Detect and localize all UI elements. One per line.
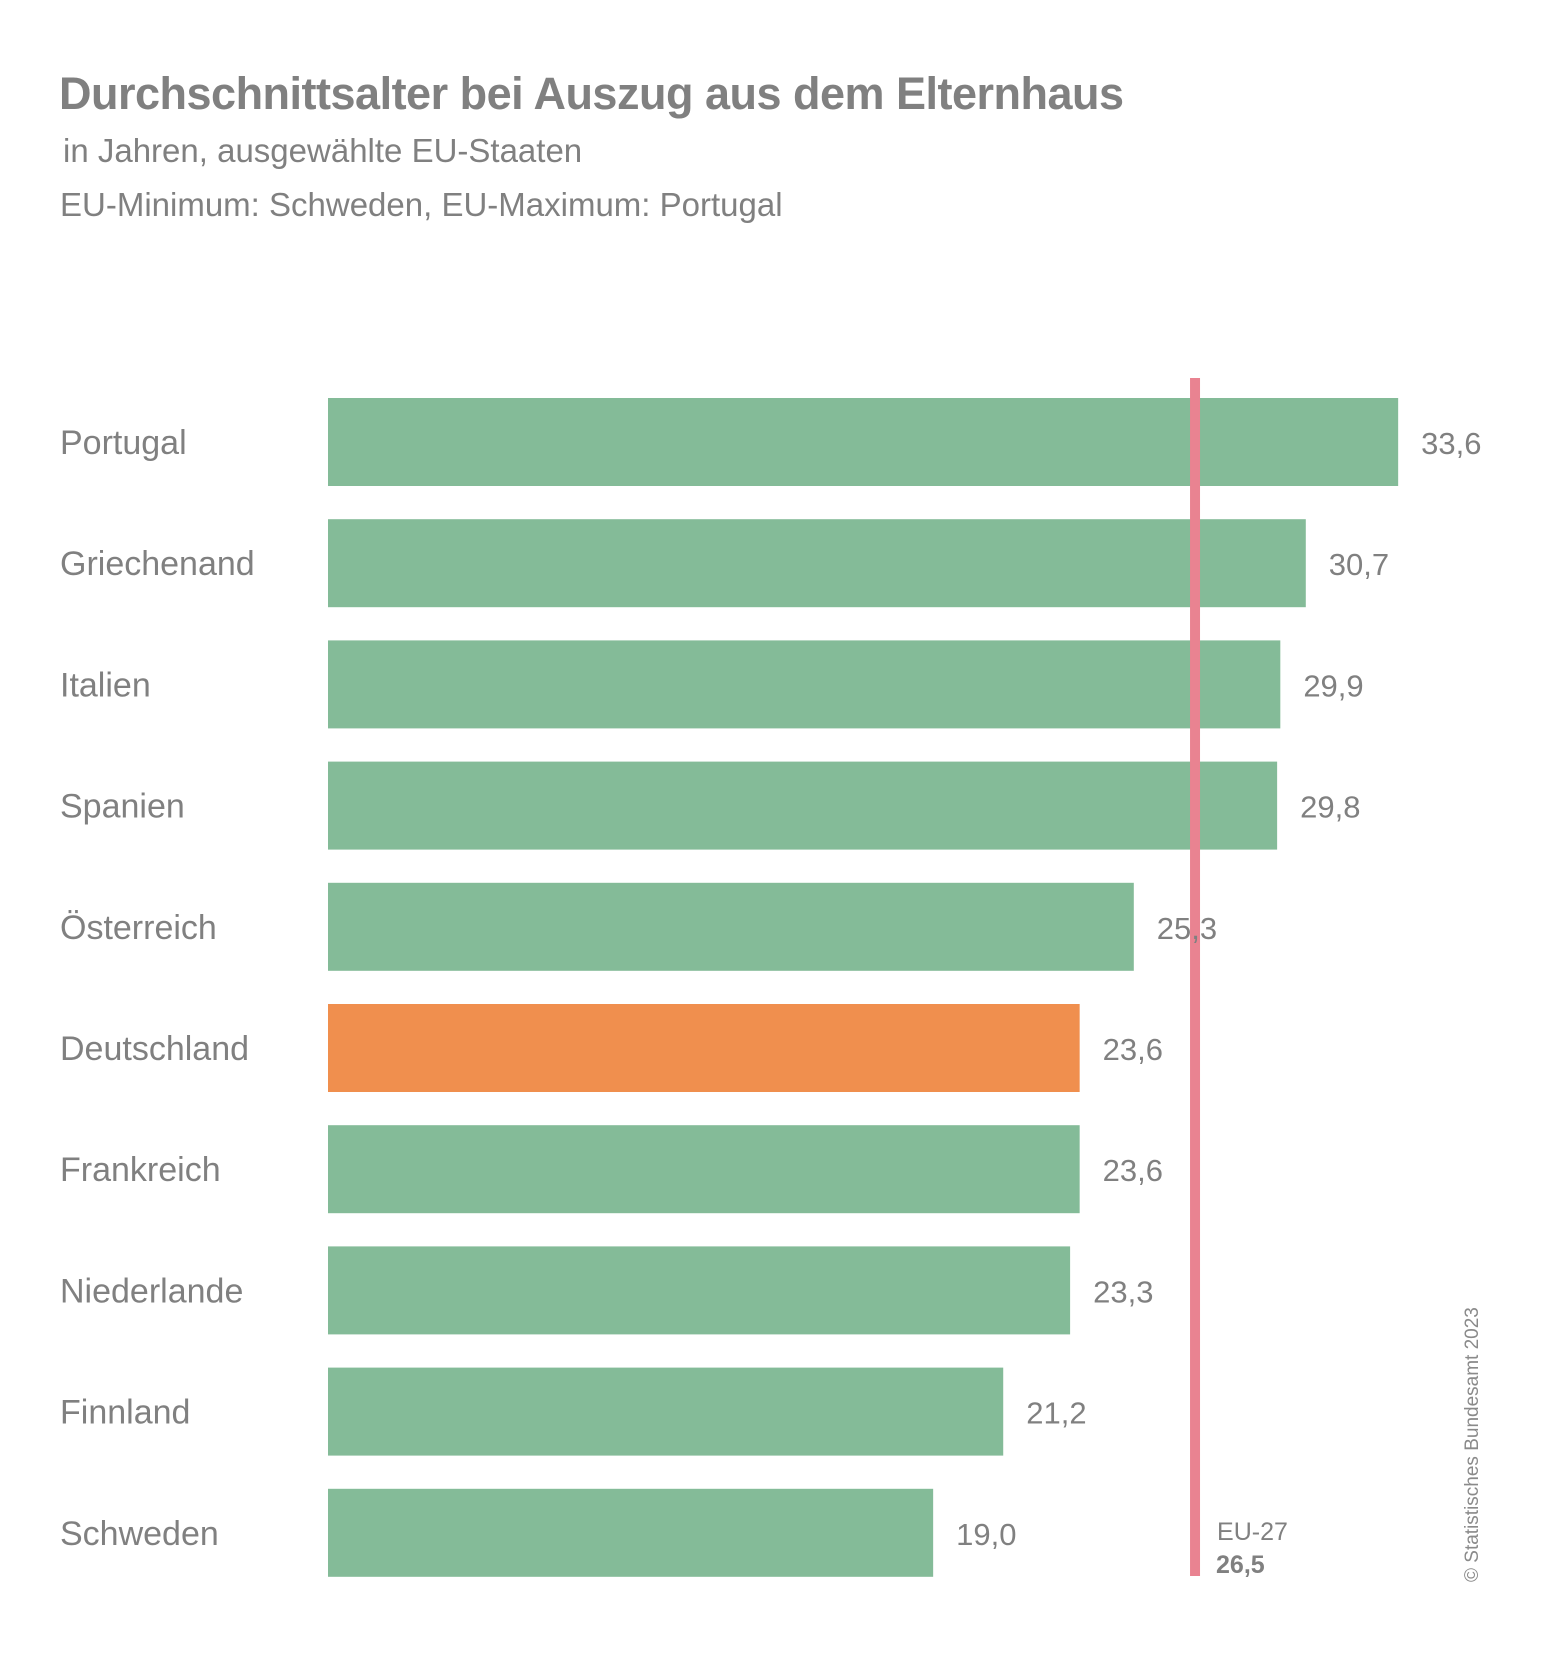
eu27-reference-value: 26,5 [1216, 1551, 1265, 1579]
category-label: Deutschland [60, 1030, 249, 1068]
value-label: 25,3 [1157, 911, 1217, 946]
bar-portugal [328, 398, 1399, 486]
value-label: 29,8 [1300, 790, 1360, 825]
category-label: Spanien [60, 788, 185, 826]
value-label: 23,6 [1103, 1032, 1163, 1067]
eu27-reference-line [1190, 378, 1201, 1576]
category-label: Schweden [60, 1515, 219, 1553]
category-label: Niederlande [60, 1272, 243, 1310]
bar-italien [328, 640, 1281, 729]
category-label: Österreich [60, 909, 217, 947]
bar-spanien [328, 761, 1278, 850]
chart-subtitle-min-max: EU-Minimum: Schweden, EU-Maximum: Portug… [60, 186, 783, 223]
bar-schweden [328, 1488, 934, 1577]
category-label: Frankreich [60, 1151, 221, 1189]
labels-group: Portugal 33,6 Griechenand 30,7 Italien 29,9 Sp… [60, 424, 1482, 1553]
bar-österreich [328, 882, 1134, 971]
category-label: Portugal [60, 424, 187, 462]
value-label: 19,0 [956, 1517, 1016, 1552]
value-label: 33,6 [1421, 426, 1481, 461]
bar-finnland [328, 1367, 1004, 1456]
bar-frankreich [328, 1125, 1080, 1214]
eu27-reference-name: EU-27 [1217, 1518, 1288, 1546]
value-label: 23,6 [1103, 1153, 1163, 1188]
category-label: Griechenand [60, 545, 255, 583]
category-label: Finnland [60, 1394, 190, 1432]
chart-title: Durchschnittsalter bei Auszug aus dem El… [59, 68, 1124, 119]
value-label: 29,9 [1303, 668, 1363, 703]
value-label: 30,7 [1329, 547, 1389, 582]
bars-group [328, 398, 1399, 1577]
copyright-credit: © Statistisches Bundesamt 2023 [1462, 1307, 1483, 1582]
bar-niederlande [328, 1246, 1071, 1335]
chart-subtitle: in Jahren, ausgewählte EU-Staaten [63, 132, 583, 169]
value-label: 21,2 [1026, 1396, 1086, 1431]
category-label: Italien [60, 666, 151, 704]
bar-griechenand [328, 519, 1306, 608]
value-label: 23,3 [1093, 1274, 1153, 1309]
bar-deutschland [328, 1004, 1080, 1092]
